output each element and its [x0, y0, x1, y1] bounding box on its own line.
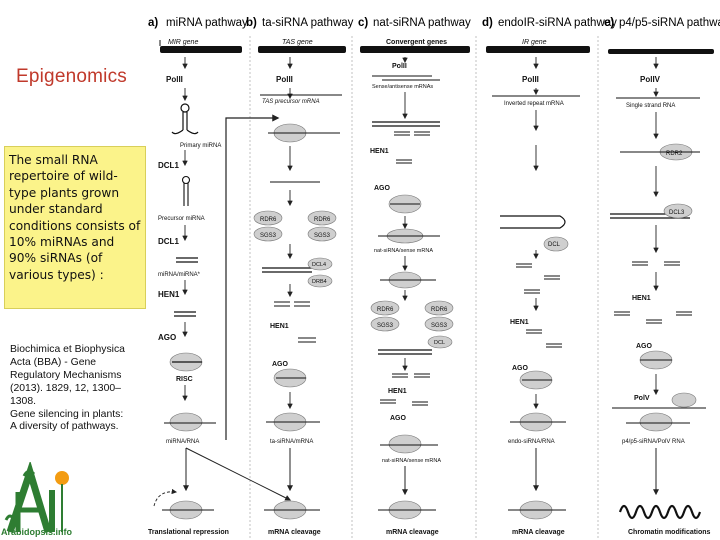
ago-label: AGO — [158, 333, 176, 342]
tas-precursor-label: TAS precursor mRNA — [262, 99, 320, 105]
column-separators — [249, 36, 599, 540]
rdr6-label: RDR6 — [377, 307, 394, 313]
drb4-label: DRB4 — [312, 279, 327, 285]
citation-line: Regulatory Mechanisms — [10, 369, 122, 381]
sgs3-label: SGS3 — [431, 323, 448, 329]
pol-iv-label: PolIV — [640, 75, 661, 84]
dcl1-label: DCL1 — [158, 237, 179, 246]
col-e-letter: e) — [604, 17, 614, 29]
pol-label: PolII — [166, 75, 183, 84]
summary-box: The small RNA repertoire of wild-type pl… — [4, 146, 146, 309]
hen1-label: HEN1 — [370, 148, 389, 155]
inverted-repeat-label: Inverted repeat mRNA — [504, 101, 564, 107]
rdr2-label: RDR2 — [666, 151, 683, 157]
col-b-title: ta-siRNA pathway — [262, 17, 354, 29]
sense-antisense-label: Sense/antisense mRNAs — [372, 84, 433, 90]
summary-text: The small RNA repertoire of wild-type pl… — [9, 153, 141, 282]
pathways-diagram: a) miRNA pathway b) ta-siRNA pathway c) … — [148, 17, 720, 540]
pol-label: PolII — [522, 75, 539, 84]
citation-line: A diversity of pathways. — [10, 421, 119, 433]
citation-line: 1308. — [10, 395, 37, 407]
rdr6-label: RDR6 — [314, 217, 331, 223]
rdr6-label: RDR6 — [431, 307, 448, 313]
col-b-ta-siRNA: TAS gene PolII TAS precursor mRNA RDR6 R… — [253, 39, 346, 536]
convergent-genes-label: Convergent genes — [386, 39, 447, 46]
hen1-label: HEN1 — [510, 319, 529, 326]
ago-label: AGO — [374, 185, 391, 192]
dcl-label: DCL — [434, 340, 445, 346]
pol-v-label: PolV — [634, 395, 650, 402]
citation-line: Acta (BBA) - Gene — [10, 356, 97, 368]
citation-line: (2013). 1829, 12, 1300– — [10, 382, 121, 394]
ago-label: AGO — [272, 361, 289, 368]
column-headers: a) miRNA pathway b) ta-siRNA pathway c) … — [148, 17, 720, 29]
col-c-letter: c) — [358, 17, 368, 29]
hen1-label: HEN1 — [270, 323, 289, 330]
dcl4-label: DCL4 — [312, 262, 326, 268]
sgs3-label: SGS3 — [377, 323, 394, 329]
plant-icon — [4, 462, 69, 534]
outcome-translational-repression: Translational repression — [148, 529, 229, 536]
rdr6-label: RDR6 — [260, 217, 277, 223]
ago-label: AGO — [512, 365, 529, 372]
dcl1-label: DCL1 — [158, 161, 179, 170]
mirna-rna-label: miRNA/RNA — [166, 439, 199, 445]
hen1-label: HEN1 — [388, 388, 407, 395]
hen1-label: HEN1 — [158, 290, 180, 299]
col-d-letter: d) — [482, 17, 493, 29]
chromatin-coil — [618, 504, 702, 520]
sgs3-label: SGS3 — [260, 233, 277, 239]
outcome-chromatin-modifications: Chromatin modifications — [628, 529, 711, 536]
col-c-title: nat-siRNA pathway — [373, 17, 471, 29]
sgs3-label: SGS3 — [314, 233, 331, 239]
mirna-to-tas-arrow — [225, 114, 280, 440]
ago-label: AGO — [390, 415, 407, 422]
mir-gene-bar — [160, 46, 242, 53]
primary-mirna-label: Primary miRNA — [180, 143, 221, 149]
tas-gene-label: TAS gene — [282, 39, 313, 46]
risc-label: RISC — [176, 376, 193, 383]
ta-sirna-mrna-label: ta-siRNA/mRNA — [270, 439, 313, 445]
col-a-title: miRNA pathway — [166, 17, 248, 29]
nat-sense-label: nat-siRNA/sense mRNA — [374, 248, 433, 254]
ago-label: AGO — [636, 343, 653, 350]
mir-gene-label: MIR gene — [168, 39, 198, 46]
col-a-miRNA: MIR gene PolII Primary miRNA DCL1 Precur… — [148, 39, 292, 536]
single-strand-label: Single strand RNA — [626, 103, 675, 109]
logo-text: Arabidopsis.info — [1, 527, 73, 537]
dcl-label: DCL — [548, 242, 561, 248]
col-c-nat-siRNA: Convergent genes PolII Sense/antisense m… — [360, 39, 470, 536]
col-d-title: endoIR-siRNA pathway — [498, 17, 617, 29]
dcl3-label: DCL3 — [669, 210, 685, 216]
citation-line: Biochimica et Biophysica — [10, 344, 125, 355]
col-e-p4p5-siRNA: PolIV Single strand RNA RDR2 DCL3 HEN1 A… — [608, 49, 714, 536]
p4-polv-rna-label: p4/p5-siRNA/PolV RNA — [622, 439, 685, 445]
outcome-mrna-cleavage: mRNA cleavage — [386, 529, 439, 536]
ir-gene-label: IR gene — [522, 39, 547, 46]
outcome-mrna-cleavage: mRNA cleavage — [268, 529, 321, 536]
col-a-letter: a) — [148, 17, 158, 29]
citation-line: Gene silencing in plants: — [10, 408, 124, 420]
col-b-letter: b) — [246, 17, 257, 29]
arabidopsis-logo — [4, 462, 69, 534]
slide-title: Epigenomics — [16, 66, 127, 87]
outcome-mrna-cleavage: mRNA cleavage — [512, 529, 565, 536]
endo-sirna-rna-label: endo-siRNA/RNA — [508, 439, 555, 445]
duplex-label: miRNA/miRNA* — [158, 272, 201, 278]
col-e-title: p4/p5-siRNA pathway — [619, 17, 720, 29]
pol-label: PolII — [392, 63, 407, 70]
nat-sense-label-2: nat-siRNA/sense mRNA — [382, 458, 441, 464]
pol-label: PolII — [276, 75, 293, 84]
col-d-endoIR-siRNA: IR gene PolII Inverted repeat mRNA DCL H… — [486, 39, 590, 536]
precursor-mirna-label: Precursor miRNA — [158, 216, 205, 222]
hen1-label: HEN1 — [632, 295, 651, 302]
citation: Biochimica et Biophysica Acta (BBA) - Ge… — [10, 344, 150, 434]
